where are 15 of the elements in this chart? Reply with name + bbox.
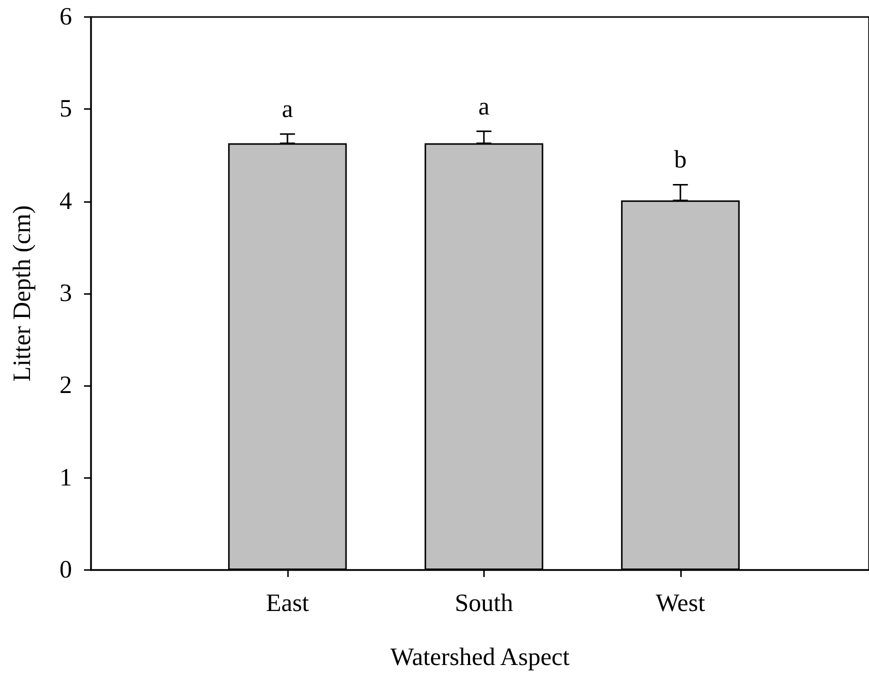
x-tick-label: South <box>454 590 514 617</box>
annotation: a <box>282 96 294 124</box>
y-tick-label: 0 <box>60 556 72 584</box>
y-axis-title: Litter Depth (cm) <box>9 205 36 382</box>
x-tick-label: East <box>266 590 310 617</box>
y-tick-label: 3 <box>60 280 72 307</box>
annotation: b <box>674 146 687 174</box>
y-tick-label: 1 <box>60 464 72 492</box>
annotation: a <box>478 93 490 120</box>
y-tick-label: 6 <box>60 4 72 30</box>
y-tick-label: 5 <box>60 96 72 123</box>
y-tick-label: 4 <box>60 188 72 215</box>
x-axis-title: Watershed Aspect <box>390 644 570 671</box>
x-tick-label: West <box>656 590 706 617</box>
y-tick-label: 2 <box>60 372 72 400</box>
